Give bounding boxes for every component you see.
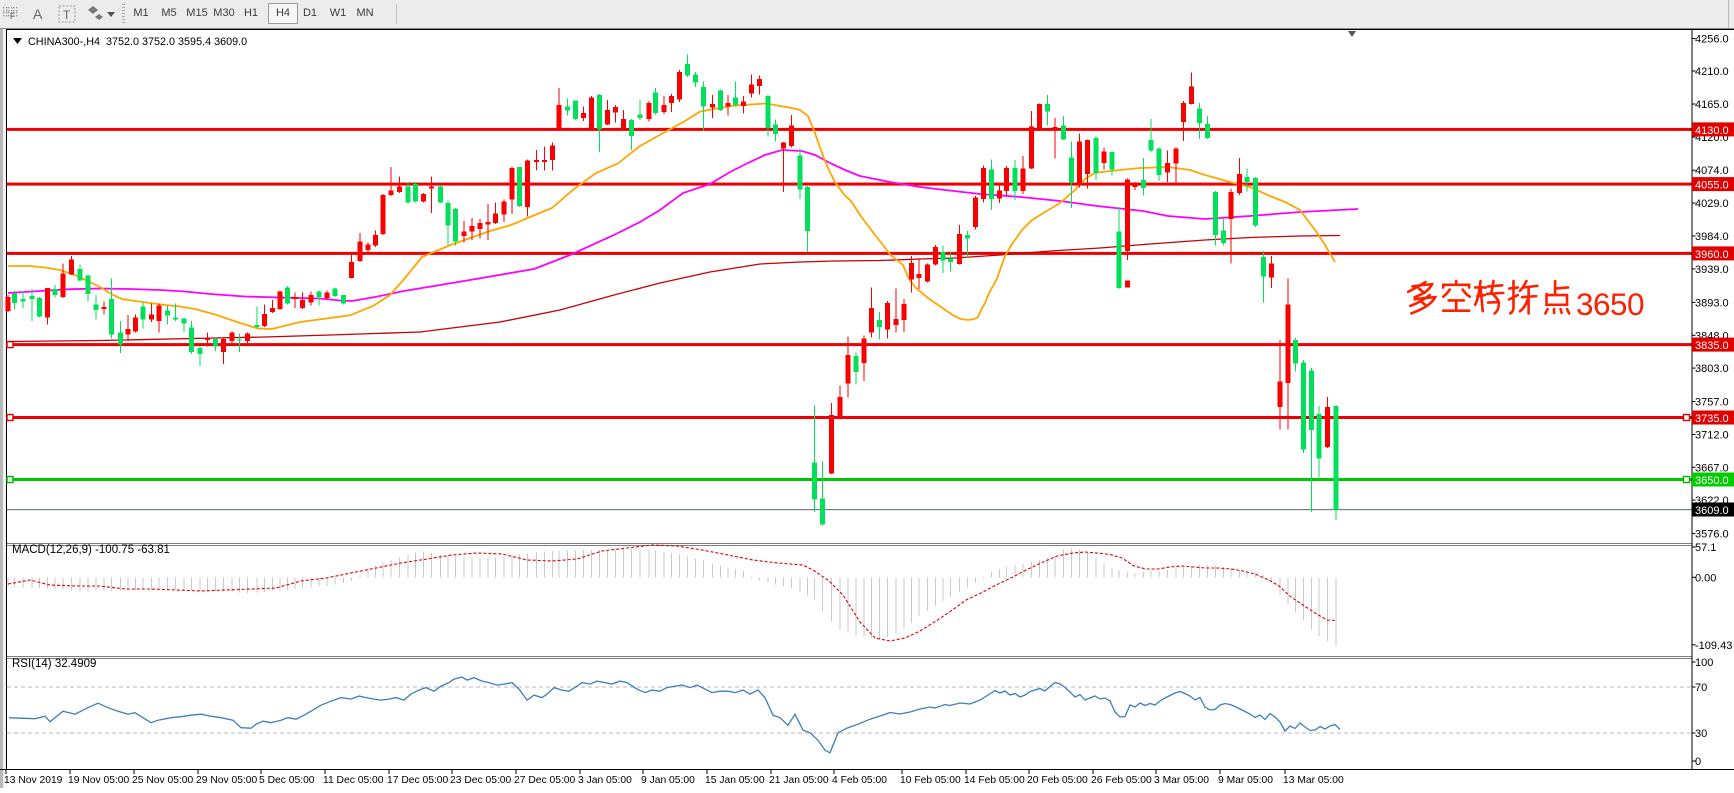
svg-text:15 Jan 05:00: 15 Jan 05:00 [705,775,765,786]
svg-text:3960.0: 3960.0 [1695,249,1729,261]
svg-text:3 Mar 05:00: 3 Mar 05:00 [1154,775,1209,786]
svg-text:4130.0: 4130.0 [1695,125,1729,137]
svg-text:3939.0: 3939.0 [1695,264,1729,276]
svg-text:0.00: 0.00 [1695,572,1716,584]
svg-text:13 Nov 2019: 13 Nov 2019 [4,775,63,786]
svg-text:-109.43: -109.43 [1695,640,1732,652]
svg-text:100: 100 [1695,657,1713,669]
svg-text:4210.0: 4210.0 [1695,66,1729,78]
svg-text:CHINA300-,H4 3752.0 3752.0 35: CHINA300-,H4 3752.0 3752.0 3595.4 3609.0 [28,36,247,48]
svg-text:3650: 3650 [1576,286,1644,322]
svg-text:3650.0: 3650.0 [1695,475,1729,487]
svg-text:3609.0: 3609.0 [1695,505,1729,517]
svg-text:19 Nov 05:00: 19 Nov 05:00 [68,775,130,786]
svg-text:3 Jan 05:00: 3 Jan 05:00 [578,775,632,786]
svg-text:27 Dec 05:00: 27 Dec 05:00 [514,775,576,786]
svg-text:21 Jan 05:00: 21 Jan 05:00 [769,775,829,786]
svg-text:3835.0: 3835.0 [1695,340,1729,352]
svg-text:20 Feb 05:00: 20 Feb 05:00 [1027,775,1088,786]
svg-text:A: A [33,6,43,22]
svg-text:3712.0: 3712.0 [1695,430,1729,442]
svg-text:57.1: 57.1 [1695,542,1716,554]
svg-text:F: F [10,12,15,21]
svg-text:RSI(14) 32.4909: RSI(14) 32.4909 [12,658,96,670]
svg-text:29 Nov 05:00: 29 Nov 05:00 [196,775,258,786]
svg-text:T: T [63,8,71,22]
svg-text:3757.0: 3757.0 [1695,397,1729,409]
svg-text:25 Nov 05:00: 25 Nov 05:00 [132,775,194,786]
svg-text:4165.0: 4165.0 [1695,99,1729,111]
svg-text:23 Dec 05:00: 23 Dec 05:00 [450,775,512,786]
svg-text:30: 30 [1695,728,1707,740]
svg-text:3984.0: 3984.0 [1695,231,1729,243]
svg-text:26 Feb 05:00: 26 Feb 05:00 [1091,775,1152,786]
svg-text:17 Dec 05:00: 17 Dec 05:00 [387,775,449,786]
svg-text:4256.0: 4256.0 [1695,34,1729,46]
svg-text:3803.0: 3803.0 [1695,363,1729,375]
svg-text:11 Dec 05:00: 11 Dec 05:00 [323,775,384,786]
svg-text:MACD(12,26,9) -100.75 -63.81: MACD(12,26,9) -100.75 -63.81 [12,544,170,556]
svg-text:70: 70 [1695,682,1707,694]
svg-text:4 Feb 05:00: 4 Feb 05:00 [832,775,887,786]
svg-text:10 Feb 05:00: 10 Feb 05:00 [900,775,961,786]
svg-text:3576.0: 3576.0 [1695,529,1729,541]
svg-text:3893.0: 3893.0 [1695,297,1729,309]
svg-text:3735.0: 3735.0 [1695,413,1729,425]
svg-text:14 Feb 05:00: 14 Feb 05:00 [964,775,1025,786]
svg-text:4074.0: 4074.0 [1695,165,1729,177]
svg-text:0: 0 [1695,756,1701,768]
svg-text:9 Jan 05:00: 9 Jan 05:00 [641,775,695,786]
svg-text:3667.0: 3667.0 [1695,462,1729,474]
svg-text:5 Dec 05:00: 5 Dec 05:00 [259,775,315,786]
svg-text:9 Mar 05:00: 9 Mar 05:00 [1218,775,1273,786]
svg-text:4029.0: 4029.0 [1695,198,1729,210]
svg-text:4055.0: 4055.0 [1695,180,1729,192]
svg-text:13 Mar 05:00: 13 Mar 05:00 [1283,775,1344,786]
